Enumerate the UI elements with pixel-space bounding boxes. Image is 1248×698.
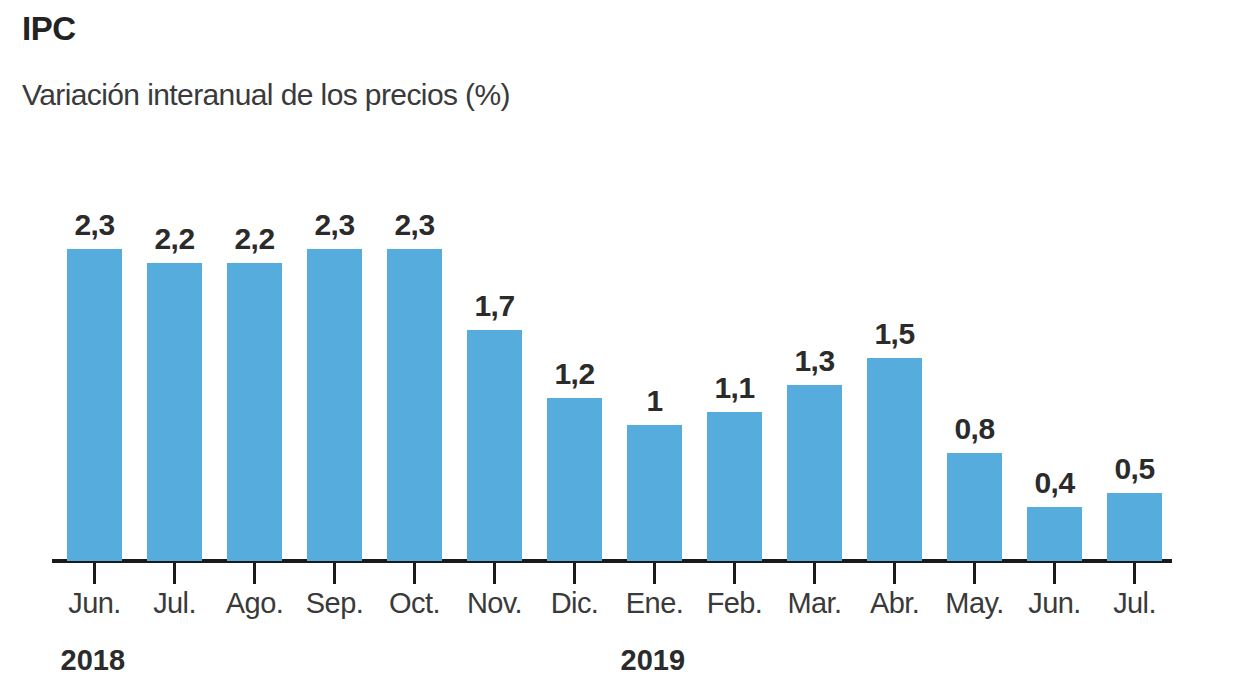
x-axis-tick-label: Sep. (290, 587, 380, 620)
x-axis-tick (973, 562, 976, 584)
bar-chart-plot-area: 2,3 Jun. 2,2 Jul. 2,2 Ago. 2,3 Sep. 2,3 Oct. 1,7 No… (0, 0, 1248, 698)
x-axis-tick (893, 562, 896, 584)
x-axis-tick (813, 562, 816, 584)
x-axis-tick-label: Dic. (530, 587, 620, 620)
x-axis-tick-label: Feb. (690, 587, 780, 620)
x-axis-tick-label: Jul. (1090, 587, 1180, 620)
bar-value-label: 1,5 (850, 317, 940, 351)
year-label-2019: 2019 (621, 644, 686, 677)
bar-value-label: 1 (610, 384, 700, 418)
x-axis-tick (253, 562, 256, 584)
bar-value-label: 1,7 (450, 289, 540, 323)
x-axis-tick-label: Abr. (850, 587, 940, 620)
year-label-2018: 2018 (61, 644, 126, 677)
bar-Abr-10 (867, 358, 922, 561)
bar-value-label: 0,4 (1010, 466, 1100, 500)
x-axis-tick (1133, 562, 1136, 584)
bar-Sep-3 (307, 249, 362, 561)
x-axis-line (52, 559, 1172, 563)
x-axis-tick (93, 562, 96, 584)
bar-value-label: 2,3 (50, 208, 140, 242)
x-axis-tick (573, 562, 576, 584)
bar-value-label: 2,2 (130, 222, 220, 256)
bar-value-label: 2,3 (290, 208, 380, 242)
bar-Feb-8 (707, 412, 762, 561)
x-axis-tick (733, 562, 736, 584)
x-axis-tick-label: Jun. (1010, 587, 1100, 620)
bar-Dic-6 (547, 398, 602, 561)
chart-figure: IPC Variación interanual de los precios … (0, 0, 1248, 698)
bar-Jun-12 (1027, 507, 1082, 561)
bar-value-label: 0,8 (930, 412, 1020, 446)
x-axis-tick-label: Ene. (610, 587, 700, 620)
x-axis-tick-label: Nov. (450, 587, 540, 620)
x-axis-tick-label: Oct. (370, 587, 460, 620)
x-axis-tick (413, 562, 416, 584)
bar-Oct-4 (387, 249, 442, 561)
bar-value-label: 1,2 (530, 357, 620, 391)
bar-value-label: 2,3 (370, 208, 460, 242)
x-axis-tick-label: Mar. (770, 587, 860, 620)
x-axis-tick (333, 562, 336, 584)
x-axis-tick-label: Jun. (50, 587, 140, 620)
x-axis-tick-label: Ago. (210, 587, 300, 620)
bar-Jul-13 (1107, 493, 1162, 561)
x-axis-tick-label: May. (930, 587, 1020, 620)
x-axis-tick (1053, 562, 1056, 584)
x-axis-tick-label: Jul. (130, 587, 220, 620)
bar-Jul-1 (147, 263, 202, 561)
bar-Ene-7 (627, 425, 682, 561)
bar-Nov-5 (467, 330, 522, 561)
x-axis-tick (173, 562, 176, 584)
bar-Ago-2 (227, 263, 282, 561)
bar-value-label: 1,3 (770, 344, 860, 378)
x-axis-tick (653, 562, 656, 584)
bar-Mar-9 (787, 385, 842, 561)
bar-value-label: 0,5 (1090, 452, 1180, 486)
bar-value-label: 2,2 (210, 222, 300, 256)
bar-value-label: 1,1 (690, 371, 780, 405)
bar-Jun-0 (67, 249, 122, 561)
bar-May-11 (947, 453, 1002, 561)
x-axis-tick (493, 562, 496, 584)
